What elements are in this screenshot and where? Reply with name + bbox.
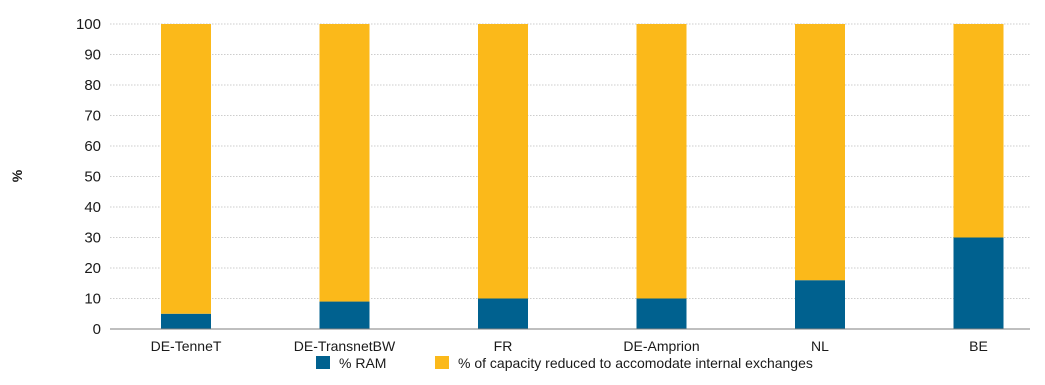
bar-be-series-0 bbox=[953, 237, 1004, 329]
legend-swatch bbox=[316, 356, 330, 369]
bars-layer bbox=[161, 24, 1004, 329]
x-tick-label: DE-TenneT bbox=[151, 338, 222, 354]
y-tick-label: 80 bbox=[84, 77, 101, 94]
y-tick-label: 70 bbox=[84, 108, 101, 125]
bar-nl-series-0 bbox=[795, 280, 845, 329]
bar-de-transnetbw-series-1 bbox=[319, 24, 370, 302]
bar-de-transnetbw-series-0 bbox=[319, 301, 370, 329]
y-tick-label: 100 bbox=[76, 16, 101, 33]
x-tick-label: NL bbox=[811, 338, 829, 354]
x-tick-label: FR bbox=[494, 338, 513, 354]
y-tick-label: 20 bbox=[84, 260, 101, 277]
bar-de-amprion-series-1 bbox=[636, 24, 687, 299]
y-tick-label: 60 bbox=[84, 138, 101, 155]
y-tick-label: 10 bbox=[84, 291, 101, 308]
legend: % RAM % of capacity reduced to accomodate… bbox=[316, 355, 813, 371]
bar-fr-series-1 bbox=[478, 24, 528, 299]
x-tick-label: DE-Amprion bbox=[623, 338, 699, 354]
grid-layer bbox=[110, 23, 1030, 299]
y-tick-label: 50 bbox=[84, 169, 101, 186]
y-tick-label: 0 bbox=[93, 321, 101, 338]
y-tick-label: 30 bbox=[84, 230, 101, 247]
legend-label: % of capacity reduced to accomodate inte… bbox=[458, 355, 813, 371]
bar-fr-series-0 bbox=[478, 298, 528, 329]
bar-nl-series-1 bbox=[795, 24, 845, 281]
bar-de-amprion-series-0 bbox=[636, 298, 687, 329]
x-tick-label: BE bbox=[969, 338, 988, 354]
bar-de-tennet-series-0 bbox=[161, 313, 211, 329]
y-tick-label: 90 bbox=[84, 47, 101, 64]
axis-layer: 0 10 20 30 40 50 60 70 80 90 100 DE-TenneT DE-Transn… bbox=[76, 16, 1030, 354]
legend-swatch bbox=[435, 356, 449, 369]
y-tick-label: 40 bbox=[84, 199, 101, 216]
bar-be-series-1 bbox=[953, 24, 1004, 238]
x-tick-label: DE-TransnetBW bbox=[294, 338, 396, 354]
y-axis-label: % bbox=[9, 169, 25, 182]
bar-de-tennet-series-1 bbox=[161, 24, 211, 314]
legend-label: % RAM bbox=[339, 355, 386, 371]
